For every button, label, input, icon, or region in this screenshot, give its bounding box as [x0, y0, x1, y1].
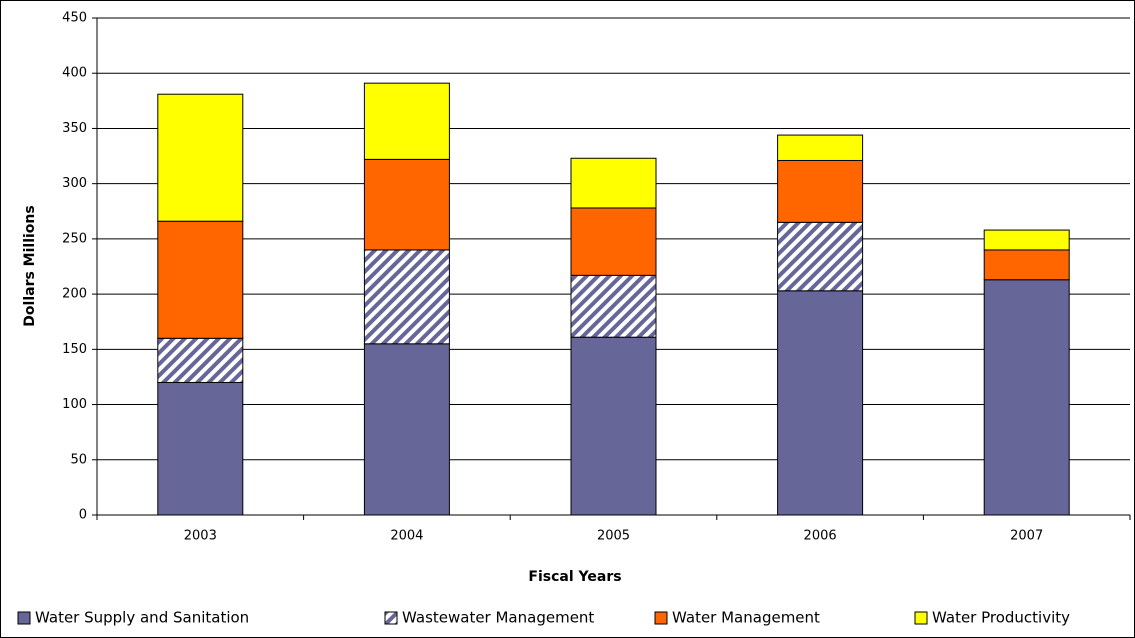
- bar-segment: [983, 279, 1070, 516]
- legend-label: Water Management: [672, 609, 820, 627]
- y-tick-label: 50: [70, 452, 87, 467]
- legend-swatch: [654, 611, 668, 625]
- bar-segment: [157, 381, 244, 516]
- y-tick-label: 300: [62, 176, 87, 191]
- legend-swatch: [17, 611, 31, 625]
- y-axis-title: Dollars Millions: [22, 205, 38, 326]
- bar-segment: [157, 93, 244, 222]
- bar-segment: [363, 249, 450, 345]
- x-axis-title: Fiscal Years: [528, 569, 621, 585]
- bar-segment: [570, 207, 657, 276]
- bar-segment: [363, 158, 450, 251]
- y-tick-label: 400: [62, 66, 87, 81]
- x-tick-label: 2003: [184, 529, 217, 544]
- bar-segment: [363, 343, 450, 516]
- legend-label: Wastewater Management: [402, 609, 594, 627]
- bar-segment: [777, 290, 864, 516]
- y-tick-label: 100: [62, 397, 87, 412]
- y-tick-label: 450: [62, 11, 87, 26]
- legend-swatch: [384, 611, 398, 625]
- bar-segment: [777, 159, 864, 223]
- y-tick-label: 150: [62, 342, 87, 357]
- x-tick-label: 2005: [597, 529, 630, 544]
- x-tick-label: 2004: [390, 529, 423, 544]
- bar-segment: [983, 249, 1070, 281]
- bar-segment: [570, 336, 657, 516]
- bar-segment: [157, 220, 244, 339]
- y-tick-label: 350: [62, 121, 87, 136]
- bar-segment: [570, 274, 657, 338]
- legend-label: Water Supply and Sanitation: [35, 609, 249, 627]
- bar-segment: [983, 229, 1070, 251]
- y-tick-label: 200: [62, 287, 87, 302]
- bar-segment: [777, 134, 864, 161]
- y-tick-label: 0: [79, 508, 87, 523]
- legend-label: Water Productivity: [932, 609, 1070, 627]
- legend-swatch: [914, 611, 928, 625]
- bar-segment: [777, 221, 864, 292]
- x-tick-label: 2006: [804, 529, 837, 544]
- bar-segment: [157, 337, 244, 383]
- bar-segment: [363, 82, 450, 160]
- x-tick-label: 2007: [1010, 529, 1043, 544]
- y-tick-label: 250: [62, 231, 87, 246]
- bar-segment: [570, 157, 657, 209]
